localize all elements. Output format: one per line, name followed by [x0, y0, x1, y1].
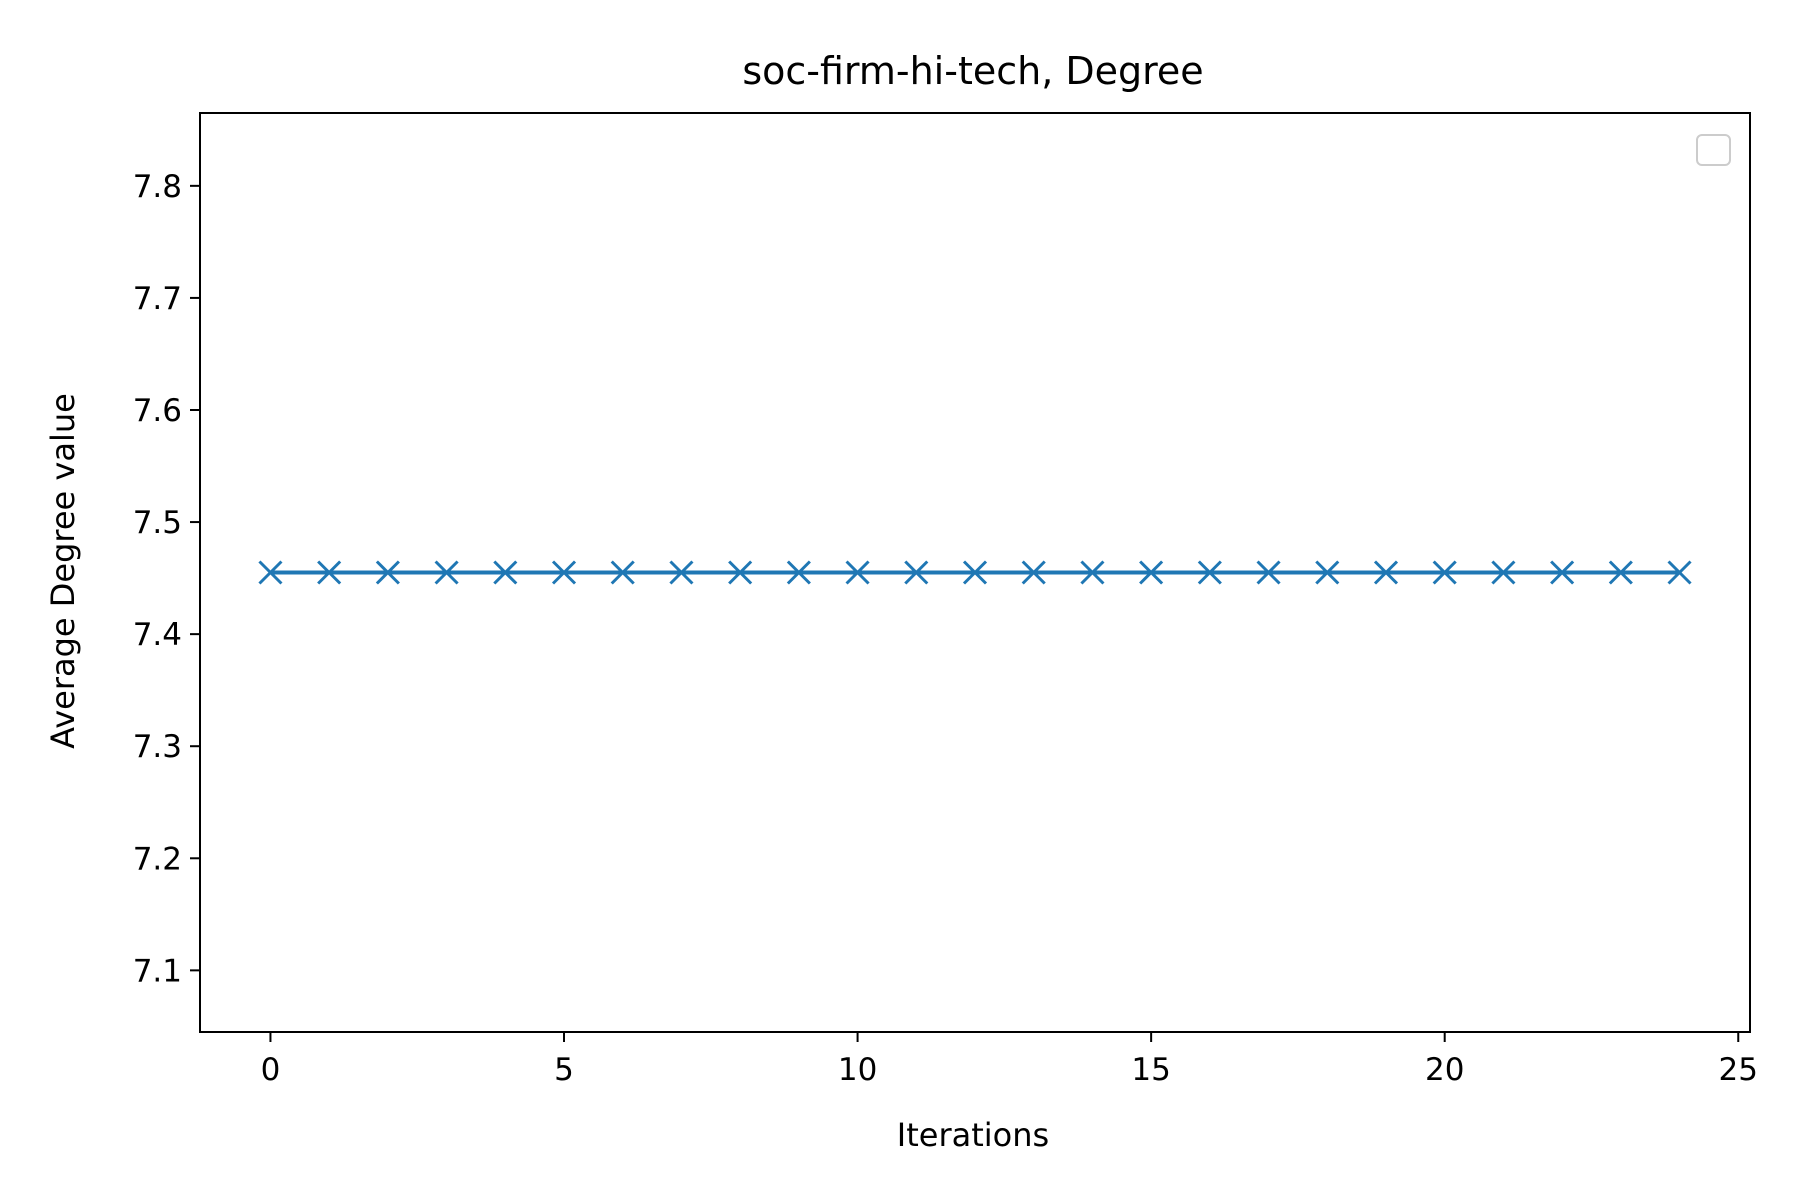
marker-stroke	[434, 560, 459, 585]
x-axis-label: Iterations	[897, 1116, 1049, 1154]
marker-stroke	[610, 560, 635, 585]
y-tick-label: 7.1	[133, 953, 182, 989]
marker-stroke	[1550, 560, 1575, 585]
marker-stroke	[962, 560, 988, 585]
marker-stroke	[493, 560, 518, 585]
legend-box	[1696, 134, 1731, 166]
data-point-marker	[1315, 560, 1340, 585]
marker-stroke	[1491, 560, 1516, 585]
marker-stroke	[786, 560, 811, 585]
data-point-marker	[1139, 560, 1164, 585]
y-axis-label: Average Degree value	[44, 393, 82, 749]
data-point-marker	[786, 560, 811, 585]
marker-stroke	[1021, 560, 1046, 585]
marker-stroke	[1080, 560, 1105, 585]
data-point-marker	[904, 560, 929, 585]
y-tick-label: 7.8	[133, 169, 182, 205]
data-point-marker	[1021, 560, 1046, 585]
marker-stroke	[1373, 560, 1399, 585]
marker-stroke	[317, 560, 342, 585]
y-tick-label: 7.3	[133, 729, 182, 765]
data-point-marker	[1432, 560, 1457, 585]
plot-area-frame	[199, 112, 1751, 1033]
marker-stroke	[1256, 560, 1281, 585]
marker-stroke	[845, 560, 870, 585]
marker-stroke	[375, 560, 400, 585]
marker-stroke	[1667, 560, 1692, 585]
marker-stroke	[1315, 560, 1340, 585]
x-tick-label: 5	[554, 1052, 574, 1088]
marker-stroke	[1608, 560, 1633, 585]
data-point-marker	[375, 560, 400, 585]
x-tick-label: 15	[1131, 1052, 1170, 1088]
marker-stroke	[551, 560, 577, 585]
data-point-marker	[1197, 560, 1222, 585]
data-point-marker	[551, 560, 577, 585]
x-tick-label: 0	[261, 1052, 281, 1088]
y-tick-label: 7.5	[133, 505, 182, 541]
data-point-marker	[493, 560, 518, 585]
y-tick-label: 7.7	[133, 281, 182, 317]
marker-stroke	[904, 560, 929, 585]
data-point-marker	[1608, 560, 1633, 585]
x-tick-label: 25	[1719, 1052, 1758, 1088]
data-point-marker	[1080, 560, 1105, 585]
x-tick-label: 20	[1425, 1052, 1464, 1088]
marker-stroke	[1139, 560, 1164, 585]
chart-title: soc-firm-hi-tech, Degree	[742, 49, 1203, 93]
data-point-marker	[728, 560, 753, 585]
series-layer	[258, 560, 1692, 585]
marker-stroke	[669, 560, 694, 585]
data-point-marker	[962, 560, 988, 585]
x-axis-ticks: 0 5 10 15 20 25	[261, 1032, 1758, 1088]
data-point-marker	[845, 560, 870, 585]
data-point-marker	[1373, 560, 1399, 585]
marker-stroke	[258, 560, 283, 585]
data-point-marker	[1550, 560, 1575, 585]
x-tick-label: 10	[838, 1052, 877, 1088]
data-point-marker	[317, 560, 342, 585]
y-tick-label: 7.2	[133, 841, 182, 877]
data-point-marker	[1491, 560, 1516, 585]
marker-stroke	[1197, 560, 1222, 585]
data-point-marker	[258, 560, 283, 585]
y-tick-label: 7.6	[133, 393, 182, 429]
data-point-marker	[1256, 560, 1281, 585]
y-tick-label: 7.4	[133, 617, 182, 653]
marker-stroke	[728, 560, 753, 585]
y-axis-ticks: 7.1 7.2 7.3 7.4 7.5 7.6 7.7 7.8	[133, 169, 200, 989]
marker-stroke	[1432, 560, 1457, 585]
data-point-marker	[1667, 560, 1692, 585]
data-point-marker	[669, 560, 694, 585]
data-point-marker	[434, 560, 459, 585]
data-point-marker	[610, 560, 635, 585]
